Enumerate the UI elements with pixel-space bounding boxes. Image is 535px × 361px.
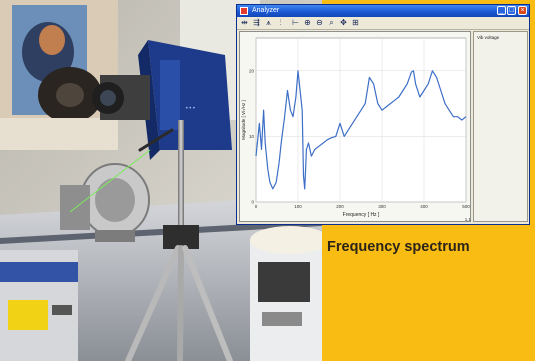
analyzer-window[interactable]: Analyzer _ □ × ⇹ ⇶ ⩚ ⫶ ⊢ ⊕ ⊖ ⌕ ✥ ⊞ 0 100 2… [236, 4, 530, 225]
window-titlebar[interactable]: Analyzer _ □ × [237, 5, 529, 17]
window-title: Analyzer [252, 7, 280, 14]
status-text: 1,1 [464, 217, 471, 222]
controller-left [0, 250, 78, 361]
autoscale-icon[interactable]: ⊞ [352, 18, 359, 27]
vibrometer-head: ••• [92, 40, 232, 160]
x-tick-label: 200 [336, 204, 344, 209]
spectrum-chart: 0 100 200 300 400 500 0 10 20 Frequency [ Hz ] Mag… [241, 37, 470, 218]
spectrum-plot[interactable]: 0 100 200 300 400 500 0 10 20 Frequency [ Hz ] Mag… [239, 31, 471, 222]
pan-icon[interactable]: ✥ [340, 18, 347, 27]
app-icon [240, 7, 248, 15]
desk-edge [0, 220, 322, 244]
y-tick-label: 20 [249, 68, 255, 73]
x-tick-label: 500 [462, 204, 470, 209]
svg-text:•••: ••• [185, 105, 196, 112]
toolbar: ⇹ ⇶ ⩚ ⫶ ⊢ ⊕ ⊖ ⌕ ✥ ⊞ [237, 17, 529, 30]
plot-area [255, 37, 467, 203]
zoom-in-icon[interactable]: ⊕ [304, 18, 311, 27]
x-tick-label: 100 [294, 204, 302, 209]
zoom-out-icon[interactable]: ⊖ [316, 18, 323, 27]
x-tick-label: 0 [255, 204, 258, 209]
tripod [125, 120, 233, 361]
maximize-button[interactable]: □ [507, 6, 516, 15]
peak-icon[interactable]: ⩚ [266, 18, 271, 27]
range-icon[interactable]: ⊢ [292, 18, 299, 27]
dual-cursor-icon[interactable]: ⇶ [253, 18, 260, 27]
channel-label: Vib voltage [477, 35, 500, 40]
y-axis-label: Magnitude [ V/√Hz ] [241, 100, 246, 140]
poster [0, 0, 118, 150]
x-tick-label: 300 [378, 204, 386, 209]
x-tick-label: 400 [420, 204, 428, 209]
spectrum-line [255, 70, 467, 190]
cursor-icon[interactable]: ⇹ [241, 18, 248, 27]
controller-right [250, 226, 322, 361]
harmonic-icon[interactable]: ⫶ [279, 18, 282, 27]
y-tick-label: 0 [251, 200, 254, 205]
channel-panel[interactable]: Vib voltage [473, 31, 528, 222]
zoom-x-icon[interactable]: ⌕ [329, 18, 334, 27]
close-button[interactable]: × [518, 6, 527, 15]
x-axis-label: Frequency [ Hz ] [343, 212, 380, 218]
y-tick-label: 10 [249, 134, 255, 139]
minimize-button[interactable]: _ [497, 6, 506, 15]
laser-beam [69, 149, 151, 213]
caption: Frequency spectrum [327, 239, 470, 255]
